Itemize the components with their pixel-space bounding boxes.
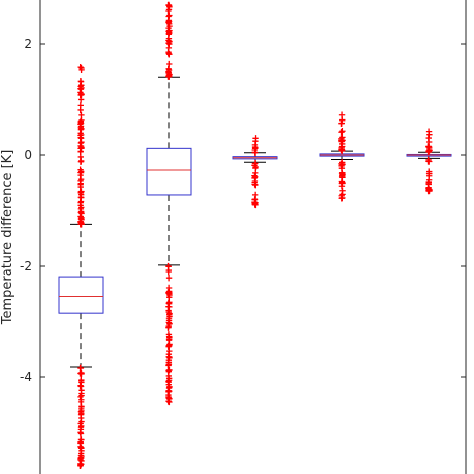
outlier-marker: [77, 139, 85, 147]
outlier-marker: [78, 447, 85, 455]
outlier-marker: [77, 171, 84, 179]
outlier-marker: [165, 307, 172, 314]
outlier-marker: [165, 361, 173, 368]
outlier-marker: [252, 135, 259, 142]
outlier-marker: [251, 199, 259, 206]
outlier-marker: [165, 19, 172, 26]
outlier-marker: [338, 137, 345, 144]
outlier-marker: [78, 407, 85, 415]
outlier-marker: [77, 158, 85, 165]
outlier-marker: [339, 134, 346, 141]
outlier-marker: [77, 382, 84, 389]
outlier-marker: [165, 73, 172, 80]
outlier-marker: [165, 324, 172, 331]
outlier-marker: [166, 22, 173, 30]
outlier-marker: [77, 426, 85, 433]
box-group: [146, 1, 192, 406]
outlier-marker: [165, 290, 173, 297]
outlier-marker: [78, 414, 85, 422]
outlier-marker: [338, 120, 345, 127]
outlier-marker: [165, 284, 173, 292]
outlier-marker: [78, 66, 85, 74]
outlier-marker: [165, 274, 173, 282]
outlier-marker: [78, 215, 85, 222]
outlier-marker: [425, 134, 432, 142]
box-group: [406, 128, 452, 195]
outlier-marker: [425, 178, 432, 186]
outlier-marker: [339, 180, 346, 187]
outlier-marker: [166, 300, 173, 307]
outlier-marker: [78, 116, 85, 124]
outlier-marker: [77, 199, 84, 206]
outlier-marker: [165, 388, 172, 395]
outlier-marker: [77, 148, 84, 155]
box: [146, 147, 192, 196]
outlier-marker: [165, 266, 172, 274]
outlier-marker: [425, 128, 433, 135]
outlier-marker: [77, 183, 84, 191]
outlier-marker: [339, 161, 346, 168]
outlier-marker: [425, 186, 433, 193]
outlier-marker: [77, 462, 84, 469]
box: [58, 276, 104, 314]
outlier-marker: [339, 194, 346, 202]
outlier-marker: [77, 454, 84, 462]
outlier-marker: [78, 379, 85, 386]
outlier-marker: [252, 163, 259, 171]
outlier-marker: [252, 144, 259, 151]
outlier-marker: [339, 128, 346, 135]
outlier-marker: [165, 1, 172, 9]
outlier-marker: [77, 90, 85, 98]
y-tick-label: -4: [20, 370, 32, 384]
outlier-marker: [338, 170, 346, 177]
outlier-marker: [77, 393, 84, 401]
outlier-marker: [425, 147, 433, 155]
plot-area: [58, 1, 452, 469]
outlier-marker: [77, 191, 85, 198]
outlier-marker: [166, 354, 173, 362]
outlier-marker: [426, 158, 433, 165]
outlier-marker: [77, 83, 84, 90]
outlier-marker: [77, 440, 84, 447]
outlier-marker: [77, 364, 84, 372]
outlier-marker: [166, 313, 173, 320]
outlier-marker: [166, 12, 173, 19]
outlier-marker: [165, 35, 173, 42]
outlier-marker: [165, 378, 172, 385]
outlier-marker: [165, 375, 173, 382]
outlier-marker: [165, 48, 172, 56]
outlier-marker: [77, 102, 84, 109]
y-tick-label: 0: [24, 148, 32, 162]
outlier-marker: [166, 320, 173, 327]
axes: 2 0 -2 -4: [20, 0, 467, 474]
outlier-marker: [338, 144, 345, 151]
outlier-marker: [78, 396, 85, 403]
outlier-marker: [165, 342, 173, 350]
outlier-marker: [165, 29, 173, 36]
outlier-marker: [77, 126, 85, 133]
y-axis-label: Temperature difference [K]: [0, 150, 15, 326]
outlier-marker: [165, 395, 172, 402]
outlier-marker: [77, 420, 84, 427]
outlier-marker: [77, 121, 84, 128]
y-tick-label: 2: [24, 37, 32, 51]
outlier-marker: [78, 370, 85, 378]
y-tick-label: -2: [20, 259, 32, 273]
outlier-marker: [165, 333, 173, 340]
outlier-marker: [426, 170, 433, 177]
outlier-marker: [251, 177, 259, 185]
box-group: [58, 63, 104, 469]
outlier-marker: [77, 177, 84, 185]
outlier-marker: [339, 117, 346, 124]
box-group: [319, 111, 365, 202]
outlier-marker: [338, 129, 345, 136]
outlier-marker: [78, 208, 85, 216]
outlier-marker: [165, 13, 172, 20]
box-group: [232, 135, 278, 209]
